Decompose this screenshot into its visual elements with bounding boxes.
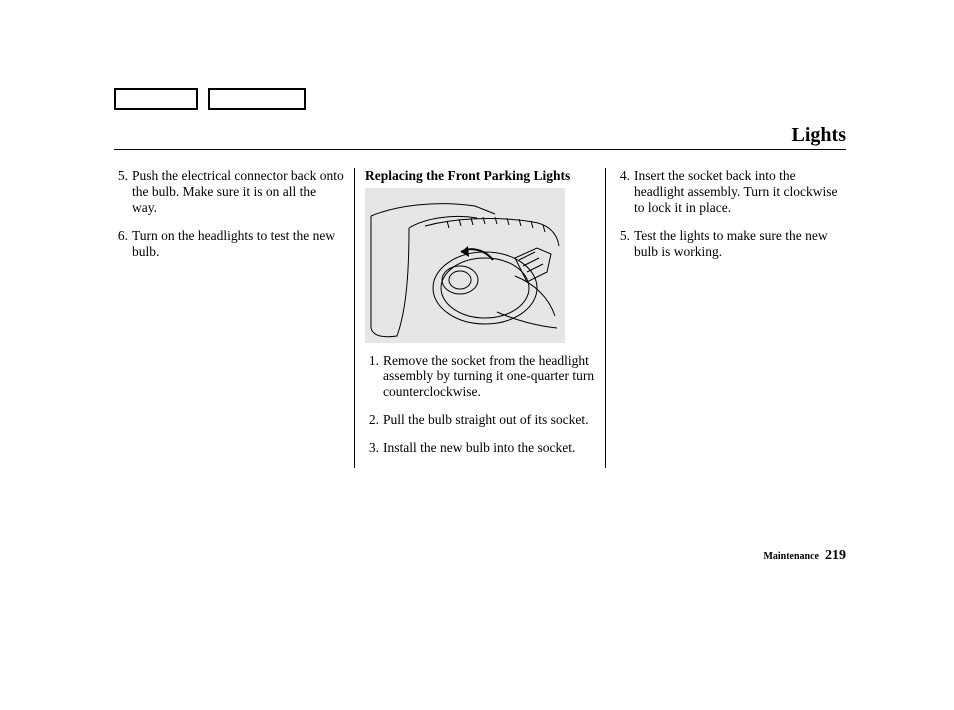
step-number: 2. — [365, 412, 379, 428]
header-rule: Lights — [114, 122, 846, 150]
figure-parking-light — [365, 188, 565, 343]
step-text: Test the lights to make sure the new bul… — [634, 228, 846, 260]
step-item: 6. Turn on the headlights to test the ne… — [114, 228, 344, 260]
step-item: 4. Insert the socket back into the headl… — [616, 168, 846, 216]
step-text: Remove the socket from the headlight ass… — [383, 353, 595, 401]
step-item: 1. Remove the socket from the headlight … — [365, 353, 595, 401]
step-item: 5. Push the electrical connector back on… — [114, 168, 344, 216]
section-heading: Replacing the Front Parking Lights — [365, 168, 595, 184]
step-item: 2. Pull the bulb straight out of its soc… — [365, 412, 595, 428]
step-number: 6. — [114, 228, 128, 260]
footer-section: Maintenance — [763, 551, 819, 562]
page-title: Lights — [792, 124, 846, 147]
column-middle: Replacing the Front Parking Lights — [354, 168, 605, 468]
step-text: Insert the socket back into the headligh… — [634, 168, 846, 216]
step-number: 1. — [365, 353, 379, 401]
step-item: 5. Test the lights to make sure the new … — [616, 228, 846, 260]
step-number: 5. — [616, 228, 630, 260]
step-number: 3. — [365, 440, 379, 456]
nav-box-right — [208, 88, 306, 110]
footer-page-number: 219 — [825, 548, 846, 564]
page-footer: Maintenance 219 — [763, 548, 846, 564]
step-number: 4. — [616, 168, 630, 216]
page: Lights 5. Push the electrical connector … — [0, 0, 954, 710]
step-text: Push the electrical connector back onto … — [132, 168, 344, 216]
step-number: 5. — [114, 168, 128, 216]
nav-box-left — [114, 88, 198, 110]
engine-diagram-icon — [365, 188, 565, 343]
column-right: 4. Insert the socket back into the headl… — [605, 168, 846, 468]
step-item: 3. Install the new bulb into the socket. — [365, 440, 595, 456]
step-text: Pull the bulb straight out of its socket… — [383, 412, 589, 428]
step-text: Turn on the headlights to test the new b… — [132, 228, 344, 260]
content-columns: 5. Push the electrical connector back on… — [114, 168, 846, 468]
top-box-row — [114, 88, 306, 110]
column-left: 5. Push the electrical connector back on… — [114, 168, 354, 468]
step-text: Install the new bulb into the socket. — [383, 440, 575, 456]
